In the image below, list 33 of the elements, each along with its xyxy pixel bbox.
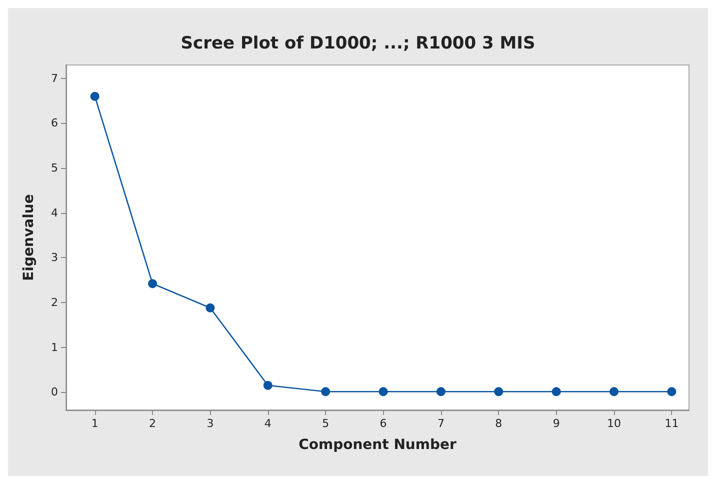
y-tick-label: 6: [51, 116, 58, 130]
point: [552, 387, 561, 396]
point: [148, 279, 158, 288]
point: [90, 92, 100, 101]
x-axis-title: Component Number: [298, 437, 456, 453]
chart-title: Scree Plot of D1000; ...; R1000 3 MIS: [180, 34, 536, 54]
y-tick-label: 2: [51, 296, 58, 309]
x-tick-label: 1: [91, 417, 98, 430]
y-tick-label: 1: [51, 340, 58, 354]
point: [436, 387, 446, 396]
y-tick-label: 5: [51, 162, 58, 175]
y-tick-label: 0: [51, 386, 58, 399]
y-tick-label: 3: [51, 251, 58, 264]
y-tick-label: 7: [51, 72, 58, 85]
x-tick-label: 11: [664, 417, 679, 430]
point: [610, 387, 619, 396]
x-tick-label: 4: [264, 417, 272, 430]
point: [263, 380, 272, 390]
x-tick-label: 6: [380, 417, 387, 430]
x-tick-label: 2: [149, 417, 156, 430]
x-tick-label: 5: [322, 417, 330, 430]
point: [378, 387, 388, 396]
x-tick-label: 8: [495, 417, 502, 430]
y-tick-label: 4: [51, 206, 58, 220]
point: [321, 387, 330, 396]
point: [494, 387, 504, 396]
point: [206, 303, 215, 312]
x-tick-label: 3: [206, 417, 214, 430]
x-tick-label: 7: [437, 417, 444, 430]
x-tick-label: 10: [607, 417, 622, 430]
y-axis-title: Eigenvalue: [21, 194, 37, 281]
point: [667, 387, 676, 396]
x-tick-label: 9: [552, 417, 560, 430]
